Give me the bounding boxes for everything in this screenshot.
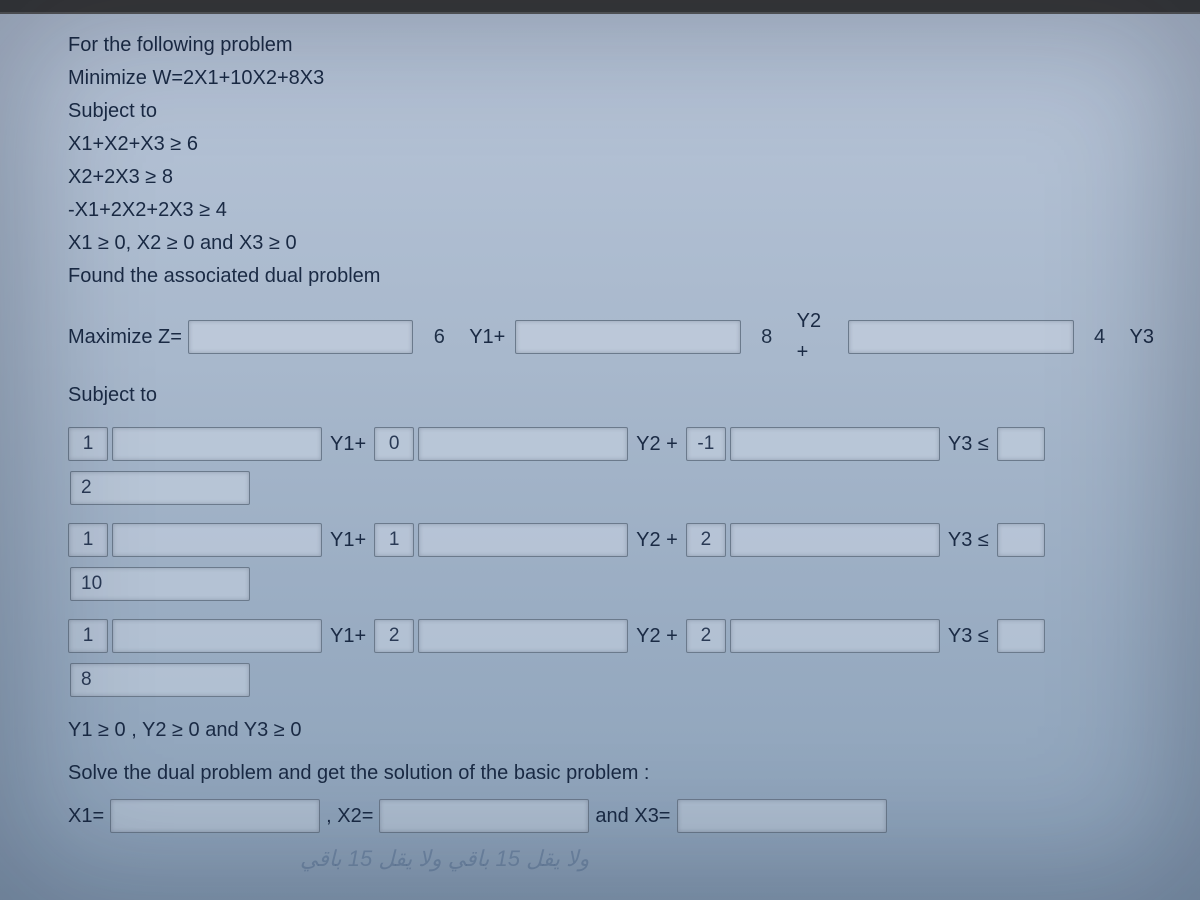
c3-gap3[interactable] (730, 619, 940, 653)
problem-line-2: Minimize W=2X1+10X2+8X3 (68, 63, 1158, 94)
c3-rhs-row: 8 (70, 663, 1158, 697)
z-c1-field[interactable] (188, 320, 413, 354)
problem-line-3: Subject to (68, 96, 1158, 127)
x1-label: X1= (68, 801, 104, 832)
c2-a1-field[interactable]: 1 (68, 523, 108, 557)
x3-label: and X3= (595, 801, 670, 832)
c2-y1: Y1+ (326, 525, 370, 556)
x3-field[interactable] (677, 799, 887, 833)
problem-line-5: X2+2X3 ≥ 8 (68, 162, 1158, 193)
c1-a2-field[interactable]: 0 (374, 427, 414, 461)
x2-field[interactable] (379, 799, 589, 833)
problem-content: For the following problem Minimize W=2X1… (68, 28, 1158, 833)
nonnegativity-line: Y1 ≥ 0 , Y2 ≥ 0 and Y3 ≥ 0 (68, 715, 1158, 746)
c3-a3-field[interactable]: 2 (686, 619, 726, 653)
solve-prompt: Solve the dual problem and get the solut… (68, 758, 1158, 789)
constraints: 1 Y1+ 0 Y2 + -1 Y3 ≤ 2 1 Y1+ 1 Y2 + 2 Y3… (68, 427, 1158, 697)
x2-label: , X2= (326, 801, 373, 832)
c2-gap3[interactable] (730, 523, 940, 557)
c1-y3: Y3 ≤ (944, 429, 993, 460)
c3-gap2[interactable] (418, 619, 628, 653)
c3-gap1[interactable] (112, 619, 322, 653)
c1-gap3[interactable] (730, 427, 940, 461)
c2-gap1[interactable] (112, 523, 322, 557)
c3-rhsop[interactable] (997, 619, 1045, 653)
c2-rhsop[interactable] (997, 523, 1045, 557)
z-c1-value: 6 (419, 320, 459, 354)
z-c3-field[interactable] (848, 320, 1073, 354)
constraint-row-3: 1 Y1+ 2 Y2 + 2 Y3 ≤ (68, 619, 1158, 653)
window-frame-top (0, 0, 1200, 14)
c3-y1: Y1+ (326, 621, 370, 652)
z-y3-label: Y3 (1126, 322, 1158, 353)
c3-a2-field[interactable]: 2 (374, 619, 414, 653)
c1-rhsop[interactable] (997, 427, 1045, 461)
c1-a3-field[interactable]: -1 (686, 427, 726, 461)
c3-a1-field[interactable]: 1 (68, 619, 108, 653)
c1-rhs-field[interactable]: 2 (70, 471, 250, 505)
watermark-text: ولا يقل 15 باقي ولا يقل 15 باقي (300, 846, 589, 872)
maximize-label: Maximize Z= (68, 322, 182, 353)
c1-gap1[interactable] (112, 427, 322, 461)
z-c3-value: 4 (1080, 320, 1120, 354)
c1-a1-field[interactable]: 1 (68, 427, 108, 461)
c2-a3-field[interactable]: 2 (686, 523, 726, 557)
c3-y3: Y3 ≤ (944, 621, 993, 652)
problem-line-8: Found the associated dual problem (68, 261, 1158, 292)
constraint-row-1: 1 Y1+ 0 Y2 + -1 Y3 ≤ (68, 427, 1158, 461)
c2-gap2[interactable] (418, 523, 628, 557)
z-y1-label: Y1+ (465, 322, 509, 353)
c1-rhs-row: 2 (70, 471, 1158, 505)
c2-y3: Y3 ≤ (944, 525, 993, 556)
c2-a2-field[interactable]: 1 (374, 523, 414, 557)
c3-rhs-field[interactable]: 8 (70, 663, 250, 697)
z-c2-field[interactable] (515, 320, 740, 354)
c1-y1: Y1+ (326, 429, 370, 460)
subject-to-label: Subject to (68, 380, 1158, 411)
c3-y2: Y2 + (632, 621, 682, 652)
problem-line-1: For the following problem (68, 30, 1158, 61)
solution-row: X1= , X2= and X3= (68, 799, 1158, 833)
z-y2-label: Y2 + (793, 306, 843, 368)
c2-y2: Y2 + (632, 525, 682, 556)
c1-gap2[interactable] (418, 427, 628, 461)
z-c2-value: 8 (747, 320, 787, 354)
objective-row: Maximize Z= 6 Y1+ 8 Y2 + 4 Y3 (68, 306, 1158, 368)
c2-rhs-row: 10 (70, 567, 1158, 601)
x1-field[interactable] (110, 799, 320, 833)
c2-rhs-field[interactable]: 10 (70, 567, 250, 601)
constraint-row-2: 1 Y1+ 1 Y2 + 2 Y3 ≤ (68, 523, 1158, 557)
problem-line-4: X1+X2+X3 ≥ 6 (68, 129, 1158, 160)
problem-line-7: X1 ≥ 0, X2 ≥ 0 and X3 ≥ 0 (68, 228, 1158, 259)
c1-y2: Y2 + (632, 429, 682, 460)
problem-line-6: -X1+2X2+2X3 ≥ 4 (68, 195, 1158, 226)
